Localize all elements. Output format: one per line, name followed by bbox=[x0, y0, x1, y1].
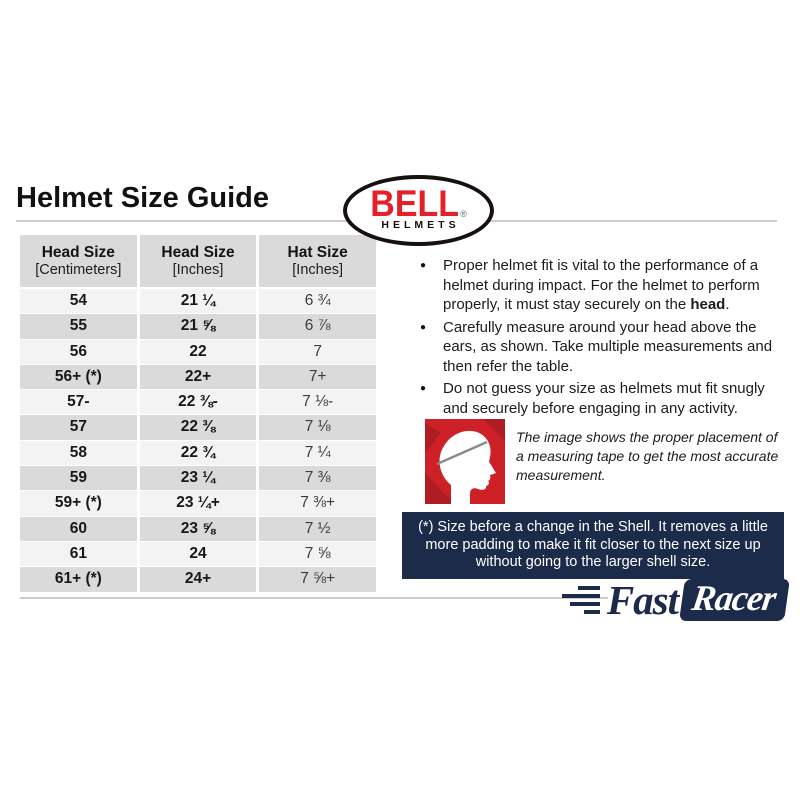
table-cell: 61+ (*) bbox=[20, 567, 137, 592]
page-title: Helmet Size Guide bbox=[16, 182, 270, 214]
table-cell: 22 bbox=[139, 339, 257, 364]
fastracer-fast-text: Fast bbox=[606, 576, 679, 623]
bullet-item: Proper helmet fit is vital to the perfor… bbox=[414, 256, 780, 315]
table-cell: 24+ bbox=[139, 567, 257, 592]
table-cell: 23 ¼ bbox=[139, 466, 257, 491]
table-cell: 24 bbox=[139, 541, 257, 567]
table-cell: 55 bbox=[20, 314, 137, 339]
table-cell: 22 ¾ bbox=[139, 440, 257, 466]
speed-lines-icon bbox=[561, 586, 600, 614]
figure-caption: The image shows the proper placement of … bbox=[516, 429, 779, 483]
footer-divider bbox=[20, 597, 608, 599]
bell-helmets-text: HELMETS bbox=[381, 219, 460, 232]
table-cell: 59 bbox=[20, 466, 137, 491]
registered-trademark-icon: ® bbox=[460, 209, 467, 220]
table-cell: 7 ½ bbox=[259, 516, 376, 541]
table-cell: 7 ¼ bbox=[259, 440, 376, 466]
head-measurement-image bbox=[425, 419, 505, 504]
table-cell: 58 bbox=[20, 440, 137, 466]
shell-note-banner: (*) Size before a change in the Shell. I… bbox=[402, 512, 784, 579]
column-header-title: Hat Size bbox=[287, 243, 348, 261]
table-cell: 57- bbox=[20, 390, 137, 415]
bell-brand-text: BELL bbox=[370, 182, 460, 225]
table-cell: 7+ bbox=[259, 364, 376, 390]
table-cell: 7 ⅜ bbox=[259, 466, 376, 491]
table-cell: 7 ⅝ bbox=[259, 541, 376, 567]
fastracer-racer-box: Racer bbox=[679, 578, 790, 621]
fastracer-logo: Fast Racer bbox=[561, 576, 790, 623]
size-table-header: Head Size [Centimeters] Head Size [Inches] H… bbox=[20, 235, 376, 287]
bullet-item: Carefully measure around your head above… bbox=[414, 318, 780, 377]
fit-info-bullet-list: Proper helmet fit is vital to the perfor… bbox=[414, 256, 780, 421]
table-cell: 23 ⅝ bbox=[139, 516, 257, 541]
table-cell: 22+ bbox=[139, 364, 257, 390]
size-table: Head Size [Centimeters] Head Size [Inches] H… bbox=[20, 235, 376, 592]
column-header-title: Head Size bbox=[161, 243, 235, 261]
table-cell: 7 bbox=[259, 339, 376, 364]
column-header: Hat Size [Inches] bbox=[259, 235, 376, 287]
table-cell: 23 ¼+ bbox=[139, 491, 257, 516]
table-cell: 6 ¾ bbox=[259, 289, 376, 314]
bell-helmets-logo: BELL ® HELMETS bbox=[343, 175, 494, 246]
column-header: Head Size [Inches] bbox=[139, 235, 257, 287]
table-cell: 7 ⅝+ bbox=[259, 567, 376, 592]
bell-logo-wordmark: BELL ® bbox=[370, 182, 467, 225]
column-header-unit: [Inches] bbox=[292, 261, 344, 278]
fastracer-racer-text: Racer bbox=[689, 578, 779, 618]
table-cell: 57 bbox=[20, 415, 137, 440]
table-cell: 56+ (*) bbox=[20, 364, 137, 390]
table-cell: 22 ⅜- bbox=[139, 390, 257, 415]
table-cell: 59+ (*) bbox=[20, 491, 137, 516]
column-header: Head Size [Centimeters] bbox=[20, 235, 137, 287]
table-cell: 60 bbox=[20, 516, 137, 541]
table-cell: 6 ⅞ bbox=[259, 314, 376, 339]
table-cell: 7 ⅜+ bbox=[259, 491, 376, 516]
table-cell: 21 ⅝ bbox=[139, 314, 257, 339]
column-header-unit: [Inches] bbox=[172, 261, 224, 278]
table-cell: 56 bbox=[20, 339, 137, 364]
bullet-item: Do not guess your size as helmets mut fi… bbox=[414, 379, 780, 418]
table-cell: 22 ⅜ bbox=[139, 415, 257, 440]
table-cell: 21 ¼ bbox=[139, 289, 257, 314]
table-cell: 61 bbox=[20, 541, 137, 567]
table-cell: 7 ⅛- bbox=[259, 390, 376, 415]
table-cell: 54 bbox=[20, 289, 137, 314]
head-profile-icon bbox=[425, 419, 505, 504]
column-header-unit: [Centimeters] bbox=[35, 261, 122, 278]
table-cell: 7 ⅛ bbox=[259, 415, 376, 440]
column-header-title: Head Size bbox=[41, 243, 115, 261]
